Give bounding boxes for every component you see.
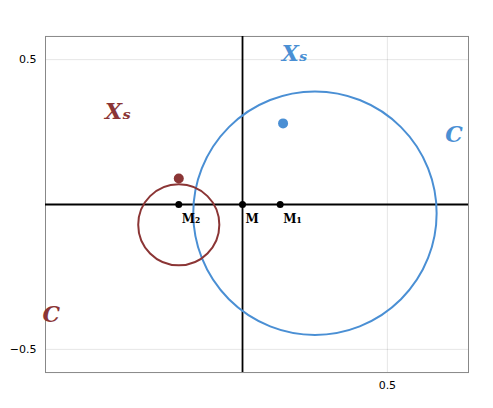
- svg-text:M₂: M₂: [182, 212, 201, 226]
- svg-text:C: C: [43, 301, 61, 327]
- svg-text:Xₛ: Xₛ: [280, 40, 308, 66]
- svg-text:M₁: M₁: [283, 212, 302, 226]
- svg-text:0.5: 0.5: [19, 53, 37, 66]
- svg-text:0.5: 0.5: [379, 379, 397, 392]
- svg-text:M: M: [246, 212, 259, 226]
- svg-text:C: C: [445, 121, 463, 147]
- svg-text:Xₛ: Xₛ: [103, 98, 131, 124]
- svg-text:−0.5: −0.5: [10, 343, 37, 356]
